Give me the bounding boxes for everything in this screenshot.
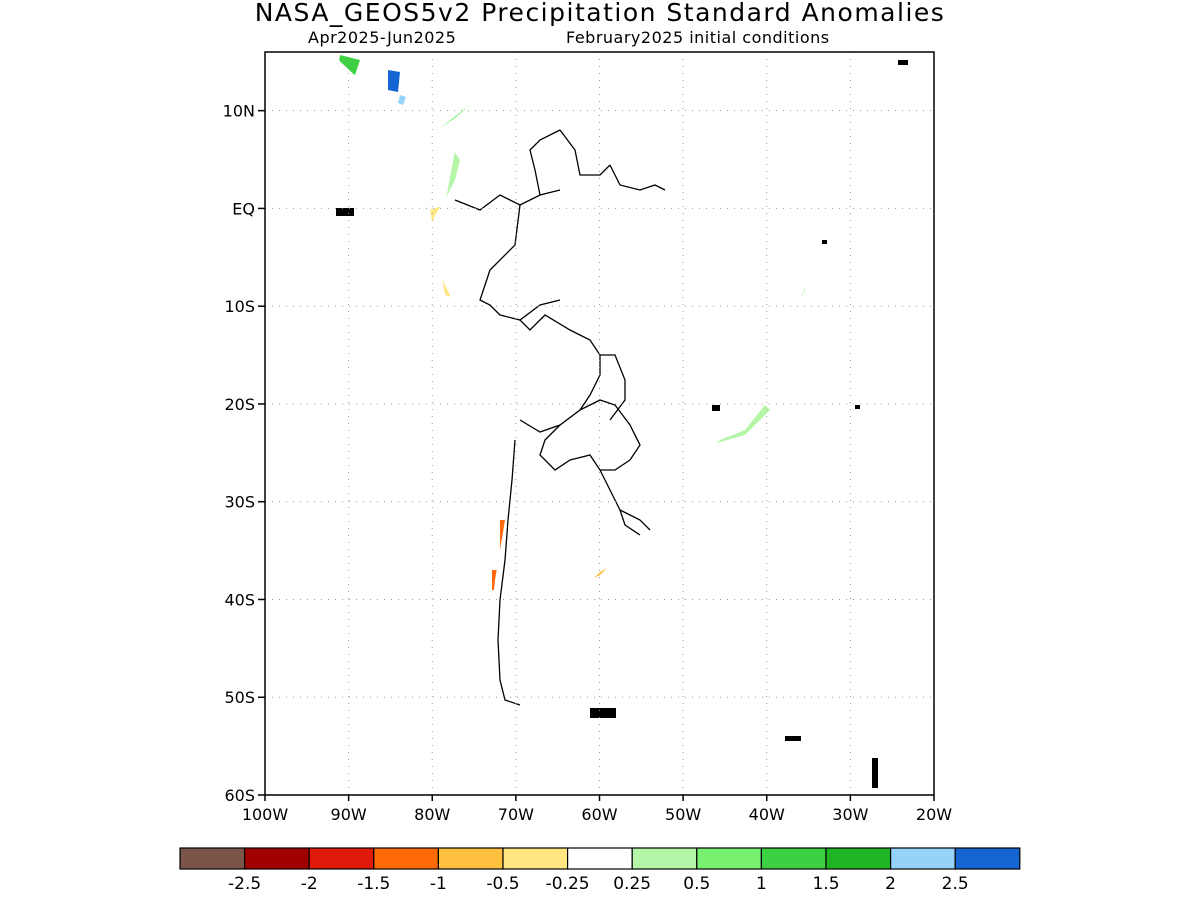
colorbar-swatch xyxy=(825,847,892,870)
colorbar-swatch xyxy=(502,847,569,870)
lon-tick-label: 60W xyxy=(581,805,617,824)
anomaly-patch-blue xyxy=(388,70,400,92)
colorbar-label: 2.5 xyxy=(942,874,969,894)
lat-tick-label: 60S xyxy=(224,786,255,805)
lat-tick-label: 50S xyxy=(224,688,255,707)
lon-tick-label: 30W xyxy=(832,805,868,824)
lon-tick-label: 20W xyxy=(916,805,952,824)
colorbar-swatch xyxy=(566,847,633,870)
colorbar-label: -0.25 xyxy=(546,874,590,894)
map-area xyxy=(329,52,908,788)
colorbar-swatch xyxy=(437,847,504,870)
map-title: NASA_GEOS5v2 Precipitation Standard Anom… xyxy=(254,0,946,27)
anomaly-patch-light-blue xyxy=(398,95,406,105)
colorbar: -2.5 -2 -1.5 -1 -0.5 -0.25 0.25 0.5 1 1.5 2 2.5 xyxy=(179,847,1021,894)
colorbar-label: 0.5 xyxy=(683,874,710,894)
lon-tick-label: 90W xyxy=(331,805,367,824)
lat-tick-label: 10N xyxy=(223,102,255,121)
colorbar-swatch xyxy=(760,847,827,870)
lat-tick-label: 30S xyxy=(224,493,255,512)
colorbar-swatch xyxy=(954,847,1021,870)
map-gridlines xyxy=(265,52,934,795)
initial-conditions-label: February2025 initial conditions xyxy=(566,28,830,47)
colorbar-label: -0.5 xyxy=(486,874,519,894)
colorbar-swatch xyxy=(696,847,762,870)
forecast-period: Apr2025-Jun2025 xyxy=(308,28,457,47)
colorbar-label: 0.25 xyxy=(613,874,651,894)
lat-tick-label: 20S xyxy=(224,395,255,414)
colorbar-label: 2 xyxy=(885,874,896,894)
colorbar-label: 1 xyxy=(756,874,767,894)
colorbar-label: -2 xyxy=(301,874,318,894)
colorbar-swatch xyxy=(373,847,439,870)
lat-tick-label: EQ xyxy=(232,199,255,218)
lat-tick-label: 40S xyxy=(224,590,255,609)
colorbar-swatch xyxy=(889,847,956,870)
lat-tick-label: 10S xyxy=(224,297,255,316)
lon-tick-label: 80W xyxy=(414,805,450,824)
colorbar-swatch xyxy=(631,847,698,870)
lon-tick-label: 40W xyxy=(749,805,785,824)
lon-tick-label: 50W xyxy=(665,805,701,824)
lon-tick-label: 100W xyxy=(242,805,289,824)
colorbar-swatch xyxy=(308,847,375,870)
colorbar-label: 1.5 xyxy=(812,874,839,894)
latitude-axis: 10N EQ 10S 20S 30S 40S 50S 60S xyxy=(223,102,265,805)
islands xyxy=(336,60,908,788)
colorbar-swatch xyxy=(244,847,310,870)
colorbar-label: -1.5 xyxy=(357,874,390,894)
colorbar-swatch xyxy=(179,847,246,870)
colorbar-label: -1 xyxy=(430,874,447,894)
lon-tick-label: 70W xyxy=(498,805,534,824)
colorbar-label: -2.5 xyxy=(228,874,261,894)
longitude-axis: 100W 90W 80W 70W 60W 50W 40W 30W 20W xyxy=(242,795,952,824)
